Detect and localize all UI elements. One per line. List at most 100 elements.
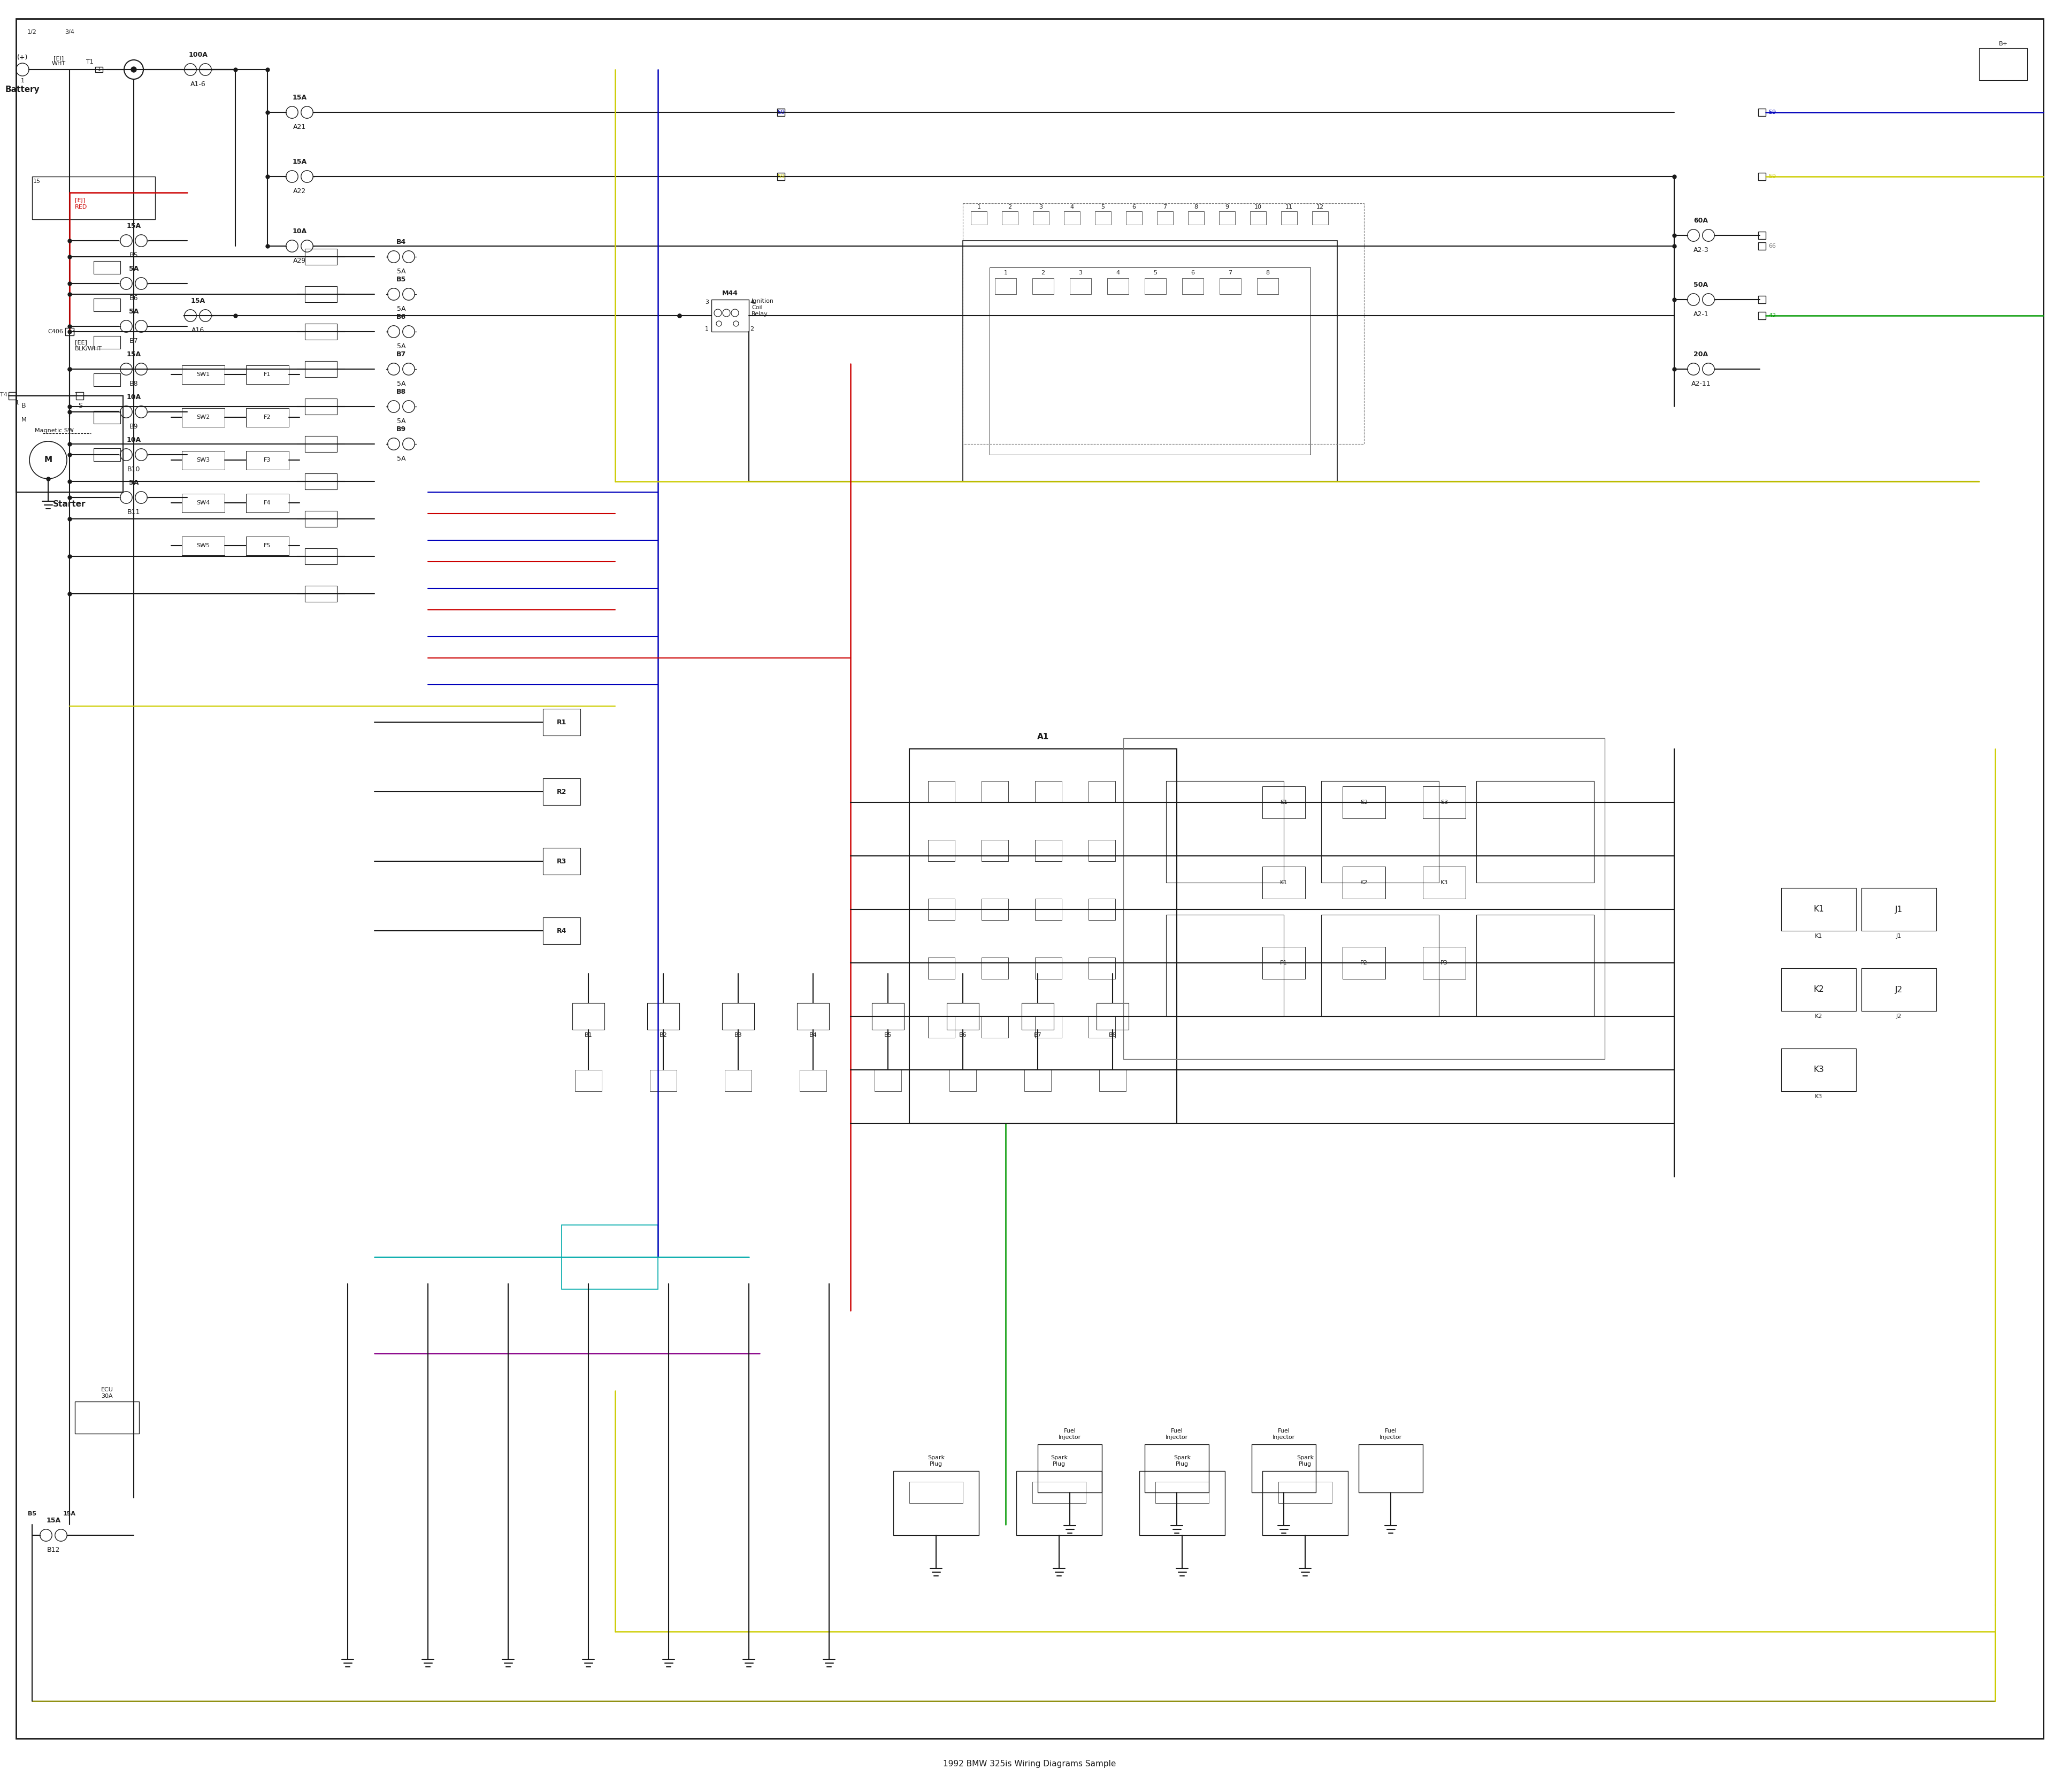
Text: 15A: 15A — [127, 222, 142, 229]
Text: F1: F1 — [263, 371, 271, 376]
Bar — [183, 409, 224, 426]
Bar — [1002, 211, 1019, 224]
Text: 5A: 5A — [396, 305, 405, 312]
Text: 59: 59 — [1768, 109, 1777, 115]
Bar — [1035, 898, 1062, 919]
Text: F2: F2 — [263, 414, 271, 419]
Text: SW4: SW4 — [197, 500, 210, 505]
Text: 59: 59 — [776, 109, 785, 115]
Text: B: B — [21, 401, 27, 409]
Text: P1: P1 — [1280, 961, 1288, 966]
Bar — [74, 1401, 140, 1434]
Text: A29: A29 — [294, 258, 306, 263]
Text: 5A: 5A — [396, 269, 405, 274]
Text: R3: R3 — [557, 858, 567, 866]
Text: 59: 59 — [776, 174, 785, 179]
Bar — [1861, 889, 1937, 930]
Bar — [711, 299, 750, 332]
Text: B12: B12 — [47, 1546, 60, 1554]
Bar — [1017, 1471, 1101, 1536]
Bar — [982, 840, 1009, 862]
Bar — [94, 335, 121, 349]
Text: 50A: 50A — [1695, 281, 1709, 289]
Text: B9: B9 — [396, 426, 407, 432]
Bar — [1037, 1444, 1101, 1493]
Bar — [725, 1070, 752, 1091]
Bar — [972, 211, 986, 224]
Text: 5A: 5A — [396, 380, 405, 387]
Bar — [1154, 1482, 1210, 1503]
Bar — [1089, 781, 1115, 803]
Bar — [928, 781, 955, 803]
Bar — [723, 1004, 754, 1030]
Bar — [1070, 278, 1091, 294]
Bar — [1263, 867, 1304, 898]
Bar — [304, 398, 337, 414]
Text: Fuel
Injector: Fuel Injector — [1058, 1428, 1080, 1441]
Bar — [1126, 211, 1142, 224]
Text: 1: 1 — [705, 326, 709, 332]
Text: K1: K1 — [1816, 934, 1822, 939]
Text: B2: B2 — [659, 1032, 668, 1038]
Bar — [1035, 781, 1062, 803]
Text: B3: B3 — [733, 1032, 741, 1038]
Bar — [1313, 211, 1329, 224]
Text: 5A: 5A — [396, 418, 405, 425]
Bar — [1251, 1444, 1317, 1493]
Text: 15A: 15A — [292, 95, 306, 100]
Text: J2: J2 — [1896, 1014, 1902, 1020]
Bar — [1107, 278, 1128, 294]
Text: 3: 3 — [1078, 271, 1082, 276]
Text: SW2: SW2 — [197, 414, 210, 419]
Text: BLK/WHT: BLK/WHT — [74, 346, 103, 351]
Text: A21: A21 — [294, 124, 306, 131]
Bar — [94, 410, 121, 423]
Bar — [1278, 1482, 1331, 1503]
Bar — [1064, 211, 1080, 224]
Text: WHT: WHT — [51, 61, 66, 66]
Text: A2-11: A2-11 — [1690, 380, 1711, 387]
Text: SW3: SW3 — [197, 457, 210, 462]
Bar — [1980, 48, 2027, 81]
Text: K2: K2 — [1814, 986, 1824, 993]
Bar — [94, 66, 103, 72]
Text: S: S — [78, 401, 82, 409]
Text: 42: 42 — [1768, 314, 1777, 319]
Bar — [542, 918, 581, 944]
Bar — [1257, 278, 1278, 294]
Text: SW5: SW5 — [197, 543, 210, 548]
Text: F3: F3 — [263, 457, 271, 462]
Text: P2: P2 — [1360, 961, 1368, 966]
Bar — [928, 957, 955, 978]
Text: 1992 BMW 325is Wiring Diagrams Sample: 1992 BMW 325is Wiring Diagrams Sample — [943, 1760, 1115, 1769]
Bar — [1124, 738, 1604, 1059]
Text: A22: A22 — [294, 188, 306, 195]
Bar — [1089, 898, 1115, 919]
Text: 8: 8 — [1193, 204, 1197, 210]
Text: Spark
Plug: Spark Plug — [1050, 1455, 1068, 1468]
Text: 6: 6 — [1132, 204, 1136, 210]
Text: B7: B7 — [1033, 1032, 1041, 1038]
Bar — [1156, 211, 1173, 224]
Bar — [1423, 867, 1467, 898]
Text: 20A: 20A — [1695, 351, 1709, 358]
Bar — [1758, 312, 1766, 319]
Text: K1: K1 — [1280, 880, 1288, 885]
Text: B10: B10 — [127, 466, 140, 473]
Bar — [1781, 968, 1857, 1011]
Text: 2: 2 — [750, 326, 754, 332]
Text: (+): (+) — [16, 54, 29, 61]
Bar — [875, 1070, 902, 1091]
Text: 10A: 10A — [127, 394, 142, 401]
Text: R2: R2 — [557, 788, 567, 796]
Bar — [304, 435, 337, 452]
Bar — [304, 249, 337, 265]
Bar — [1423, 787, 1467, 819]
Text: ECU
30A: ECU 30A — [101, 1387, 113, 1400]
Bar — [928, 1016, 955, 1038]
Bar — [1220, 278, 1241, 294]
Bar — [1781, 1048, 1857, 1091]
Bar — [647, 1004, 680, 1030]
Bar — [1183, 278, 1204, 294]
Bar — [1218, 211, 1234, 224]
